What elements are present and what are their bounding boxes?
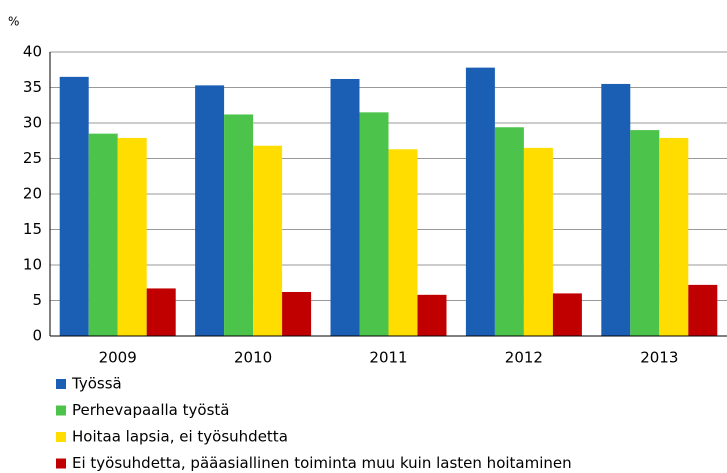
legend-label: Hoitaa lapsia, ei työsuhdetta bbox=[72, 428, 288, 446]
legend-swatch bbox=[56, 458, 66, 469]
bar bbox=[523, 147, 553, 336]
x-tick-label: 2011 bbox=[369, 349, 407, 367]
x-tick-label: 2012 bbox=[505, 349, 543, 367]
y-tick-label: 25 bbox=[23, 149, 42, 167]
bar bbox=[688, 284, 718, 336]
y-tick-label: 20 bbox=[23, 185, 42, 203]
bar bbox=[253, 145, 283, 336]
bar bbox=[659, 137, 689, 336]
bar bbox=[88, 133, 118, 336]
bar bbox=[224, 114, 254, 336]
bar bbox=[59, 76, 89, 336]
bar bbox=[630, 130, 660, 336]
bar bbox=[330, 78, 360, 336]
legend-swatch bbox=[56, 379, 66, 389]
bar bbox=[146, 288, 176, 336]
bar bbox=[494, 127, 524, 336]
y-tick-label: 5 bbox=[32, 291, 42, 309]
y-tick-label: 40 bbox=[23, 43, 42, 61]
legend-swatch bbox=[56, 432, 66, 442]
bar bbox=[359, 112, 389, 336]
y-axis-label: % bbox=[8, 15, 19, 29]
legend-label: Ei työsuhdetta, pääasiallinen toiminta m… bbox=[72, 454, 572, 472]
y-tick-label: 10 bbox=[23, 256, 42, 274]
y-tick-label: 15 bbox=[23, 220, 42, 238]
bar bbox=[601, 83, 631, 336]
legend-swatch bbox=[56, 405, 66, 416]
bar bbox=[117, 137, 147, 336]
bar bbox=[282, 291, 312, 336]
bar bbox=[417, 294, 447, 336]
x-tick-label: 2009 bbox=[99, 349, 137, 367]
x-tick-label: 2010 bbox=[234, 349, 272, 367]
x-tick-label: 2013 bbox=[640, 349, 678, 367]
bar bbox=[465, 67, 495, 337]
y-tick-label: 35 bbox=[23, 78, 42, 96]
y-tick-label: 0 bbox=[32, 327, 42, 345]
bar bbox=[552, 293, 582, 336]
bar bbox=[195, 85, 225, 337]
bar bbox=[388, 149, 418, 336]
legend-label: Perhevapaalla työstä bbox=[72, 401, 229, 419]
legend-label: Työssä bbox=[71, 375, 122, 393]
y-tick-label: 30 bbox=[23, 114, 42, 132]
